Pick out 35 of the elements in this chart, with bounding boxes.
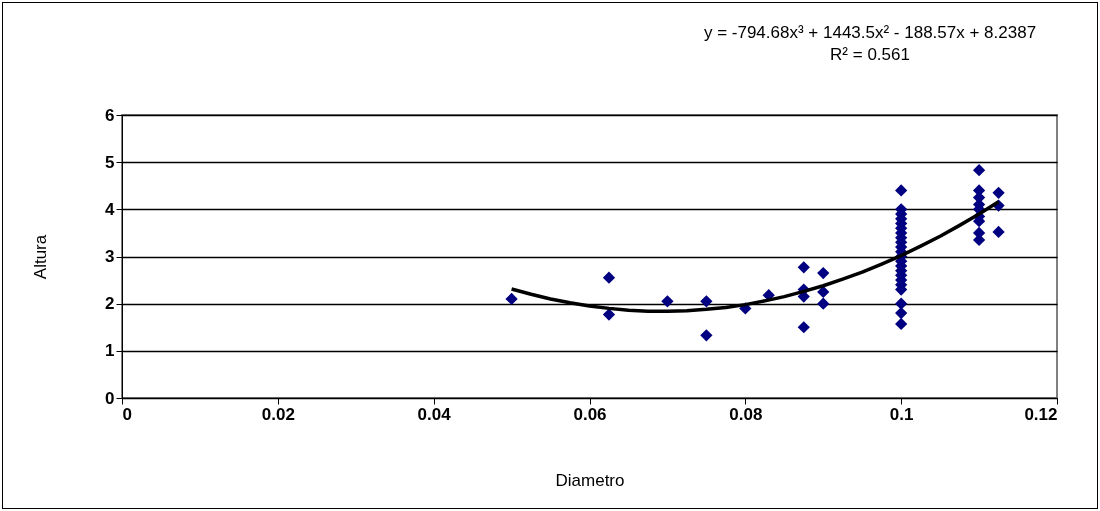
point: [895, 306, 908, 320]
y-tick-label: 6: [105, 105, 115, 125]
point: [661, 295, 674, 308]
point: [797, 321, 810, 334]
y-tick-label: 0: [105, 388, 115, 408]
y-tick-label: 5: [105, 152, 115, 172]
point: [817, 266, 830, 280]
x-tick-label: 0.04: [417, 404, 452, 424]
point: [972, 164, 986, 177]
y-tick-label: 2: [105, 294, 115, 314]
y-axis-title: Altura: [31, 234, 51, 280]
x-tick-label: 0.08: [729, 404, 763, 424]
text: y = -794.68x³ + 1443.5x² - 188.57x + 8.2387: [703, 23, 1037, 42]
point: [700, 295, 713, 308]
point: [817, 297, 830, 310]
x-tick-label: 0: [122, 404, 132, 424]
x-axis-title: Diametro: [555, 470, 625, 490]
point: [797, 261, 810, 274]
point: [505, 292, 518, 306]
text: R² = 0.561: [830, 45, 910, 64]
y-tick-label: 3: [105, 247, 115, 266]
point: [700, 329, 713, 342]
x-tick-label: 0.12: [1024, 404, 1058, 424]
x-tick-label: 0.06: [573, 404, 607, 424]
point: [895, 297, 908, 310]
point: [992, 186, 1005, 199]
y-tick-label: 4: [105, 199, 116, 219]
x-tick-label: 0.1: [889, 404, 914, 424]
point: [895, 184, 908, 197]
y-tick-label: 1: [105, 341, 115, 361]
point: [602, 271, 616, 284]
point: [992, 225, 1005, 239]
x-tick-label: 0.02: [261, 404, 295, 424]
point: [602, 308, 616, 321]
point: [895, 317, 908, 331]
